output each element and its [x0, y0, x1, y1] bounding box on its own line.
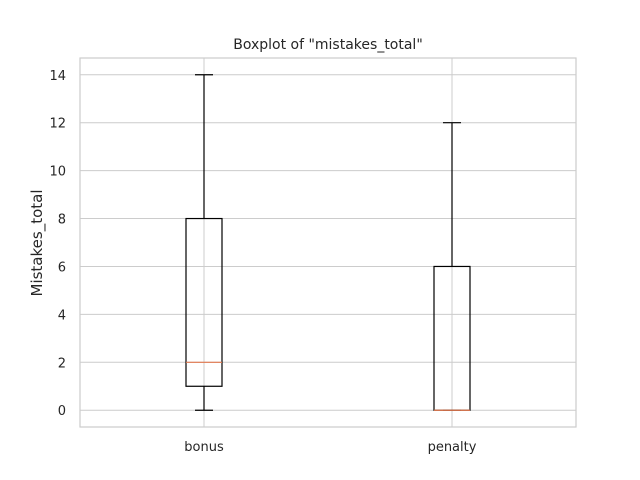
chart-title: Boxplot of "mistakes_total" — [233, 37, 423, 53]
y-tick-label: 12 — [49, 117, 66, 132]
plot-frame — [79, 57, 577, 428]
x-tick-label-penalty: penalty — [428, 440, 477, 455]
x-tick-label-bonus: bonus — [184, 440, 224, 455]
box-bonus — [185, 217, 223, 387]
y-tick-label: 10 — [49, 165, 66, 180]
y-tick-label: 8 — [58, 213, 66, 228]
y-tick-label: 0 — [58, 404, 66, 419]
plot-area: 0 2 4 6 8 10 12 14 bonus penalty — [49, 57, 577, 455]
y-tick-label: 14 — [49, 69, 66, 84]
y-tick-label: 4 — [58, 308, 66, 323]
y-axis-label: Mistakes_total — [28, 190, 47, 297]
y-tick-label: 2 — [58, 356, 66, 371]
y-tick-label: 6 — [58, 260, 66, 275]
